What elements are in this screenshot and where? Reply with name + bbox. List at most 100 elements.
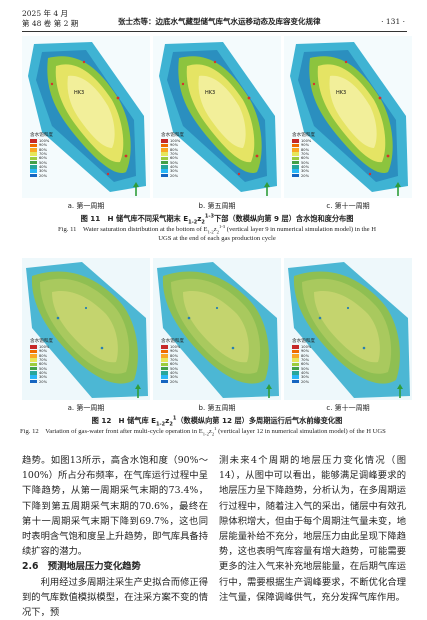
legend-swatch (30, 362, 37, 367)
legend-swatch (161, 353, 168, 358)
legend-swatch (161, 371, 168, 375)
legend-label: 90% (39, 349, 47, 354)
legend-row: 20% (161, 173, 184, 178)
legend-row: 30% (161, 375, 184, 379)
legend-label: 50% (39, 366, 47, 371)
legend-swatch (30, 160, 37, 165)
legend-label: 90% (170, 349, 178, 354)
caption-part: 1-2 (188, 219, 198, 226)
legend-row: 70% (292, 358, 315, 362)
legend-swatch (30, 375, 37, 380)
legend-swatch (292, 375, 299, 380)
legend-row: 90% (292, 349, 315, 353)
legend-label: 20% (301, 173, 309, 178)
legend-label: 90% (170, 143, 178, 148)
legend-row: 90% (292, 143, 315, 147)
figure-panel: 含水饱和度 100% 90% 80% 70% 60% 50% 40% 30% 20% a. 第一周期 (22, 258, 150, 413)
issue-volume: 第 48 卷 第 2 期 (22, 19, 79, 28)
legend-row: 100% (292, 345, 315, 349)
legend-label: 20% (170, 173, 178, 178)
legend-row: 70% (30, 358, 53, 362)
figure-panel: 含水饱和度 100% 90% 80% 70% 60% 50% 40% 30% 20% b. 第五周期 (153, 258, 281, 413)
legend-row: 40% (292, 165, 315, 169)
legend-row: 60% (161, 156, 184, 160)
caption-part: Fig. 12 Variation of gas-water front aft… (20, 428, 203, 435)
well-label: HK3 (205, 90, 216, 96)
legend-label: 100% (170, 139, 181, 144)
legend-label: 40% (301, 164, 309, 169)
caption-part: 2 (216, 229, 219, 235)
legend: 含水饱和度 100% 90% 80% 70% 60% 50% 40% 30% 20% (292, 338, 315, 384)
legend-label: 80% (301, 147, 309, 152)
legend-swatch (30, 156, 37, 161)
legend-row: 80% (292, 354, 315, 358)
legend-label: 70% (170, 358, 178, 363)
legend-swatch (161, 362, 168, 367)
legend-swatch (292, 139, 299, 143)
legend-row: 60% (30, 156, 53, 160)
legend-label: 90% (39, 143, 47, 148)
legend-title: 含水饱和度 (30, 339, 53, 344)
legend-swatch (292, 147, 299, 152)
caption-part: 1 (214, 425, 217, 431)
caption-part: 1-3 (204, 213, 214, 220)
legend-label: 60% (170, 362, 178, 367)
caption-part: 下部（数模纵向第 9 层）含水饱和度分布图 (214, 214, 354, 223)
legend-label: 100% (301, 345, 312, 350)
legend-swatch (292, 349, 299, 354)
legend-label: 60% (39, 156, 47, 161)
legend-label: 50% (301, 366, 309, 371)
legend-label: 100% (39, 139, 50, 144)
legend-title: 含水饱和度 (292, 133, 315, 138)
panel-caption: c. 第十一周期 (326, 202, 370, 210)
legend-swatch (30, 379, 37, 384)
legend-row: 40% (161, 165, 184, 169)
legend-row: 30% (30, 169, 53, 173)
legend-swatch (292, 371, 299, 375)
legend-swatch (161, 169, 168, 174)
legend-row: 30% (161, 169, 184, 173)
legend-row: 20% (30, 173, 53, 178)
legend-row: 100% (30, 345, 53, 349)
legend-swatch (161, 152, 168, 156)
legend-label: 40% (170, 370, 178, 375)
header-rule (22, 31, 407, 32)
legend-label: 20% (170, 379, 178, 384)
panel-caption: a. 第一周期 (67, 202, 105, 210)
caption-part: 图 11 H 储气库不同采气期末 E (80, 214, 189, 223)
legend-label: 60% (39, 362, 47, 367)
issue-date: 2025 年 4 月 (22, 9, 69, 18)
figure-caption-cn: 图 12 H 储气库 E1-2z21（数模纵向第 12 层）多周期运行后气水前缘… (22, 416, 412, 427)
paragraph: 测未来4个周期的地层压力变化情况（图14），从图中可以看出，能够满足调峰要求的地… (219, 455, 406, 603)
legend-swatch (292, 366, 299, 371)
figure-caption-en: Fig. 12 Variation of gas-water front aft… (20, 425, 418, 437)
legend-label: 90% (301, 349, 309, 354)
legend-row: 30% (292, 375, 315, 379)
caption-part: 1-2 (207, 229, 214, 235)
legend-swatch (161, 156, 168, 161)
legend: 含水饱和度 100% 90% 80% 70% 60% 50% 40% 30% 20% (30, 132, 53, 178)
legend-row: 80% (161, 354, 184, 358)
caption-part: 图 12 H 储气库 E (91, 416, 157, 425)
legend-row: 90% (30, 143, 53, 147)
paragraph: 利用经过多周期注采生产史拟合而修正得到的气库数值模拟模型，在注采方案不变的情况下… (22, 576, 208, 619)
legend-swatch (30, 139, 37, 143)
legend-swatch (30, 147, 37, 152)
legend-label: 80% (170, 353, 178, 358)
legend-label: 60% (301, 156, 309, 161)
legend-row: 30% (30, 375, 53, 379)
legend-label: 70% (39, 152, 47, 157)
legend-row: 20% (292, 379, 315, 384)
legend-row: 20% (30, 379, 53, 384)
legend-row: 70% (30, 152, 53, 156)
figure: HK3 含水饱和度 100% 90% 80% 70% 60% 50% 40% 30% 20% a. 第… (22, 36, 412, 258)
legend-label: 70% (170, 152, 178, 157)
panel-caption: c. 第十一周期 (326, 404, 370, 412)
legend-label: 50% (301, 160, 309, 165)
legend-row: 80% (30, 354, 53, 358)
legend-label: 30% (301, 169, 309, 174)
legend-row: 50% (30, 160, 53, 165)
legend-label: 20% (301, 379, 309, 384)
legend-row: 50% (292, 366, 315, 371)
caption-part: 2 (211, 431, 215, 437)
